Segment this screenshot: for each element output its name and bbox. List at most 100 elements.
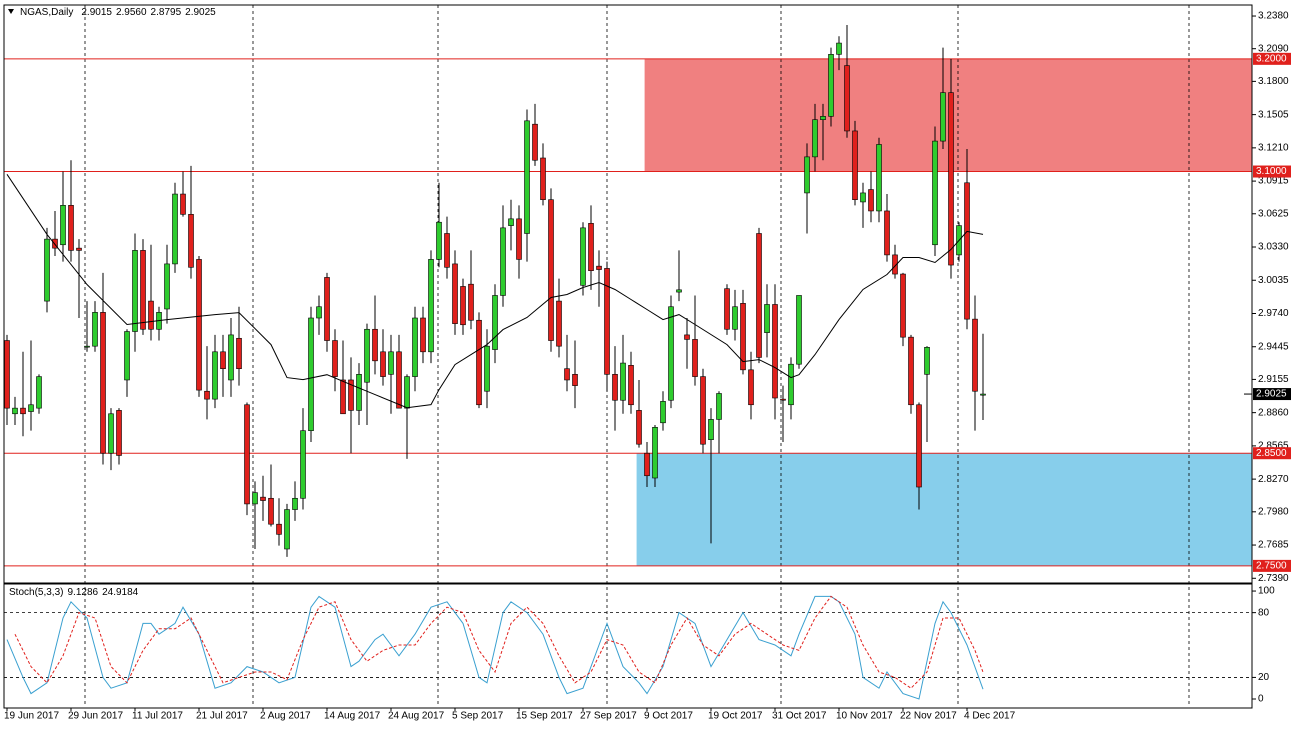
candle-body [820, 116, 826, 120]
candle-body [524, 120, 530, 234]
candle-body [244, 404, 250, 505]
level-tag [1253, 447, 1291, 460]
x-tick-label: 2 Aug 2017 [260, 711, 311, 722]
candle-body [884, 210, 890, 256]
candle-body [84, 345, 90, 348]
candle-body [132, 250, 138, 332]
y-tick-label: 2.8565 [1258, 441, 1289, 452]
stoch-tick-label: 20 [1258, 672, 1270, 683]
candle-body [572, 374, 578, 386]
candle-body [564, 368, 570, 381]
candle-body [276, 523, 282, 535]
candle-body [300, 430, 306, 499]
candle-body [228, 334, 234, 381]
candle-body [700, 376, 706, 445]
candle-body [188, 214, 194, 268]
candle-body [684, 334, 690, 340]
candle-body [724, 288, 730, 330]
stoch-signal-value: 24.9184 [102, 587, 139, 598]
candle-body [756, 233, 762, 358]
candle-body [124, 331, 130, 381]
candle-body [860, 192, 866, 203]
candle-body [948, 92, 954, 266]
candle-body [476, 319, 482, 406]
y-tick-label: 2.9740 [1258, 308, 1289, 319]
candle-body [444, 233, 450, 268]
menu-triangle [8, 9, 14, 14]
stoch-line [14, 595, 984, 689]
candle-body [852, 130, 858, 200]
candle-body [316, 306, 322, 319]
y-tick-label: 2.9155 [1258, 374, 1289, 385]
candle-body [308, 317, 314, 431]
y-tick-label: 3.0035 [1258, 275, 1289, 286]
x-tick-label: 24 Aug 2017 [388, 711, 445, 722]
candle-body [180, 193, 186, 215]
candle-body [964, 182, 970, 320]
candle-body [516, 218, 522, 260]
candle-body [708, 419, 714, 440]
candle-body [980, 393, 986, 396]
candle-body [532, 123, 538, 161]
level-label: 3.2000 [1256, 53, 1287, 64]
main-frame [3, 4, 1253, 584]
candle-body [60, 205, 66, 246]
candle-body [76, 247, 82, 251]
candle-body [788, 363, 794, 406]
candle-body [660, 401, 666, 424]
candle-body [364, 328, 370, 383]
candle-body [548, 199, 554, 341]
candle-body [460, 286, 466, 326]
candle-body [740, 303, 746, 371]
x-tick-label: 19 Oct 2017 [708, 711, 763, 722]
candle-body [196, 259, 202, 391]
candle-body [796, 295, 802, 365]
close-label: 2.9025 [185, 7, 216, 18]
candle-body [140, 250, 146, 330]
x-tick-label: 19 Jun 2017 [4, 711, 59, 722]
candle-body [940, 92, 946, 142]
current-price-tag [1253, 388, 1291, 401]
candle-body [932, 140, 938, 246]
candle-body [844, 65, 850, 132]
candle-body [380, 351, 386, 377]
candle-body [732, 306, 738, 330]
candle-body [396, 351, 402, 409]
candle-body [876, 144, 882, 212]
y-tick-label: 3.1210 [1258, 142, 1289, 153]
candle-body [580, 227, 586, 286]
candle-body [652, 426, 658, 479]
candle-body [356, 374, 362, 411]
moving-average [6, 174, 984, 409]
candle-body [420, 317, 426, 353]
candle-body [836, 42, 842, 55]
x-tick-label: 27 Sep 2017 [580, 711, 637, 722]
candle-body [68, 205, 74, 251]
x-tick-label: 11 Jul 2017 [132, 711, 183, 722]
candle-body [484, 345, 490, 392]
candle-body [116, 410, 122, 456]
candle-body [428, 259, 434, 353]
stoch-main-value: 9.1286 [67, 587, 98, 598]
candle-body [764, 304, 770, 333]
candle-body [212, 351, 218, 400]
candle-body [908, 336, 914, 406]
candle-body [412, 317, 418, 377]
candle-body [28, 404, 34, 412]
candle-body [12, 407, 18, 415]
candle-body [692, 339, 698, 377]
stoch-title: Stoch(5,3,3) [9, 587, 63, 598]
level-tag [1253, 52, 1291, 65]
candle-body [556, 300, 562, 347]
level-tag [1253, 165, 1291, 178]
x-tick-label: 4 Dec 2017 [964, 711, 1016, 722]
candle-body [332, 340, 338, 377]
candle-body [716, 393, 722, 420]
header: NGAS,Daily 2.9015 2.9560 2.8795 2.9025 [20, 7, 216, 18]
candle-body [148, 300, 154, 330]
candle-body [748, 369, 754, 406]
candle-body [588, 223, 594, 271]
candle-body [612, 374, 618, 401]
